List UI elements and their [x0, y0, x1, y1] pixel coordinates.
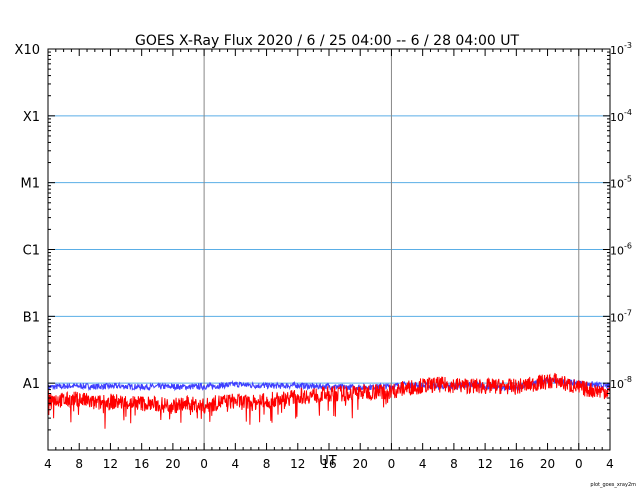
time-tick-label: 8: [263, 457, 271, 471]
long-channel-series: [47, 372, 611, 429]
power-exponent: -7: [624, 308, 632, 317]
time-tick-label: 12: [103, 457, 118, 471]
time-tick-label: 0: [388, 457, 396, 471]
time-tick-label: 16: [321, 457, 336, 471]
flux-power-label: 10-8: [610, 375, 632, 391]
axis-ticks: [47, 49, 611, 451]
time-tick-label: 4: [232, 457, 240, 471]
short-channel-series: [47, 377, 611, 392]
flare-class-label: A1: [23, 377, 40, 392]
power-base: 10: [610, 378, 624, 391]
time-tick-label: 12: [477, 457, 492, 471]
flux-power-label: 10-7: [610, 308, 632, 324]
power-exponent: -4: [624, 108, 632, 117]
power-base: 10: [610, 44, 624, 57]
time-tick-label: 4: [419, 457, 427, 471]
power-base: 10: [610, 178, 624, 191]
chart-title: GOES X-Ray Flux 2020 / 6 / 25 04:00 -- 6…: [135, 33, 519, 49]
power-exponent: -5: [624, 175, 632, 184]
time-tick-label: 16: [509, 457, 524, 471]
power-base: 10: [610, 111, 624, 124]
flare-class-label: M1: [21, 177, 41, 192]
flare-class-axis: X10 X1 M1 C1 B1 A1: [15, 43, 40, 392]
power-exponent: -8: [624, 375, 632, 384]
power-base: 10: [610, 311, 624, 324]
power-exponent: -6: [624, 242, 632, 251]
flare-class-label: C1: [23, 244, 40, 259]
time-tick-label: 20: [165, 457, 180, 471]
x-axis-label: UT: [319, 454, 337, 469]
time-tick-label: 8: [450, 457, 458, 471]
flux-power-label: 10-3: [610, 41, 632, 57]
grid-lines: [48, 49, 610, 450]
power-base: 10: [610, 245, 624, 258]
time-tick-label: 16: [134, 457, 149, 471]
flux-series: [47, 372, 611, 429]
plot-name-footer: plot_goes_xray2m: [590, 482, 636, 488]
flare-class-label: B1: [23, 310, 40, 325]
flux-power-label: 10-4: [610, 108, 632, 124]
time-tick-label: 4: [606, 457, 614, 471]
time-tick-label: 4: [44, 457, 52, 471]
flux-power-label: 10-6: [610, 242, 632, 258]
time-tick-label: 20: [353, 457, 368, 471]
flux-power-axis: 10-310-410-510-610-710-8: [610, 41, 632, 391]
time-tick-label: 12: [290, 457, 305, 471]
flare-class-label: X10: [15, 43, 40, 58]
flare-class-label: X1: [23, 110, 40, 125]
time-tick-label: 0: [200, 457, 208, 471]
time-tick-label: 0: [575, 457, 583, 471]
time-axis: 4 8 12 16 20 0 4 8 12 16 20 0 4 8 12 16 20 0 4: [44, 457, 614, 471]
power-exponent: -3: [624, 41, 632, 50]
time-tick-label: 20: [540, 457, 555, 471]
flux-power-label: 10-5: [610, 175, 632, 191]
time-tick-label: 8: [75, 457, 83, 471]
